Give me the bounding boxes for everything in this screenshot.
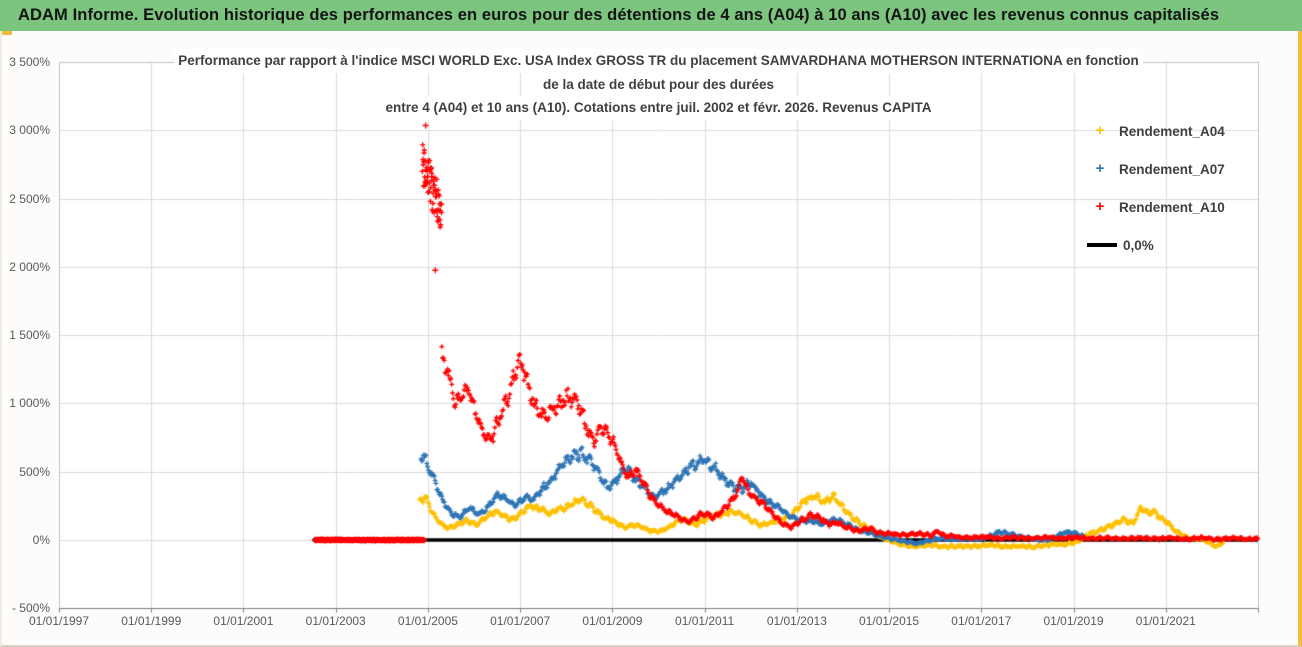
x-axis-tick-label: 01/01/2005 bbox=[397, 614, 458, 628]
x-axis-tick-label: 01/01/2017 bbox=[951, 614, 1012, 628]
legend-label: 0,0% bbox=[1123, 237, 1154, 253]
chart-canvas[interactable] bbox=[2, 31, 1298, 647]
x-axis-tick-label: 01/01/2009 bbox=[582, 614, 643, 628]
x-axis-tick-label: 01/01/2001 bbox=[213, 614, 274, 628]
y-axis-tick-label: 2 500% bbox=[9, 191, 50, 206]
x-axis-tick-label: 01/01/2011 bbox=[675, 614, 735, 628]
chart-area[interactable]: Performance par rapport à l'indice MSCI … bbox=[0, 31, 1302, 647]
x-axis-tick-label: 01/01/2019 bbox=[1043, 614, 1104, 628]
legend-item-rendement-a04: + Rendement_A04 bbox=[1087, 112, 1265, 150]
x-axis-tick-label: 01/01/2021 bbox=[1135, 614, 1196, 628]
chart-title-line-2: de la date de début pour des durées bbox=[538, 72, 779, 96]
y-axis-tick-label: - 500% bbox=[11, 601, 50, 616]
legend-item-rendement-a07: + Rendement_A07 bbox=[1087, 150, 1265, 188]
x-axis-tick-label: 01/01/2003 bbox=[305, 614, 366, 628]
legend-label: Rendement_A07 bbox=[1119, 161, 1225, 177]
x-axis-tick-label: 01/01/2007 bbox=[490, 614, 551, 628]
chart-legend: + Rendement_A04 + Rendement_A07 + Rendem… bbox=[1087, 112, 1265, 264]
legend-item-zero-line: 0,0% bbox=[1087, 226, 1265, 264]
y-axis-tick-label: 3 500% bbox=[9, 55, 50, 70]
y-axis-tick-label: 1 500% bbox=[9, 328, 50, 343]
y-axis-tick-label: 500% bbox=[19, 464, 50, 479]
document-title-bar: ADAM Informe. Evolution historique des p… bbox=[0, 0, 1302, 31]
x-axis-tick-label: 01/01/2013 bbox=[766, 614, 827, 628]
plus-marker-icon: + bbox=[1095, 122, 1105, 139]
plus-marker-icon: + bbox=[1095, 198, 1105, 215]
document-title: ADAM Informe. Evolution historique des p… bbox=[18, 6, 1220, 24]
y-axis-tick-label: 0% bbox=[32, 533, 50, 547]
chart-title-line-1: Performance par rapport à l'indice MSCI … bbox=[174, 49, 1143, 73]
x-axis-tick-label: 01/01/2015 bbox=[859, 614, 920, 628]
x-axis-tick-label: 01/01/1999 bbox=[121, 614, 182, 628]
legend-label: Rendement_A04 bbox=[1119, 123, 1225, 139]
legend-label: Rendement_A10 bbox=[1119, 199, 1225, 215]
x-axis-tick-label: 01/01/1997 bbox=[28, 614, 90, 628]
y-axis-tick-label: 3 000% bbox=[9, 123, 50, 138]
chart-title: Performance par rapport à l'indice MSCI … bbox=[59, 49, 1258, 120]
plus-marker-icon: + bbox=[1095, 160, 1105, 177]
chart-title-line-3: entre 4 (A04) et 10 ans (A10). Cotations… bbox=[381, 96, 936, 120]
y-axis-tick-label: 1 000% bbox=[9, 396, 50, 411]
y-axis-tick-label: 2 000% bbox=[9, 259, 50, 274]
line-marker-icon bbox=[1087, 243, 1117, 247]
legend-item-rendement-a10: + Rendement_A10 bbox=[1087, 188, 1265, 226]
